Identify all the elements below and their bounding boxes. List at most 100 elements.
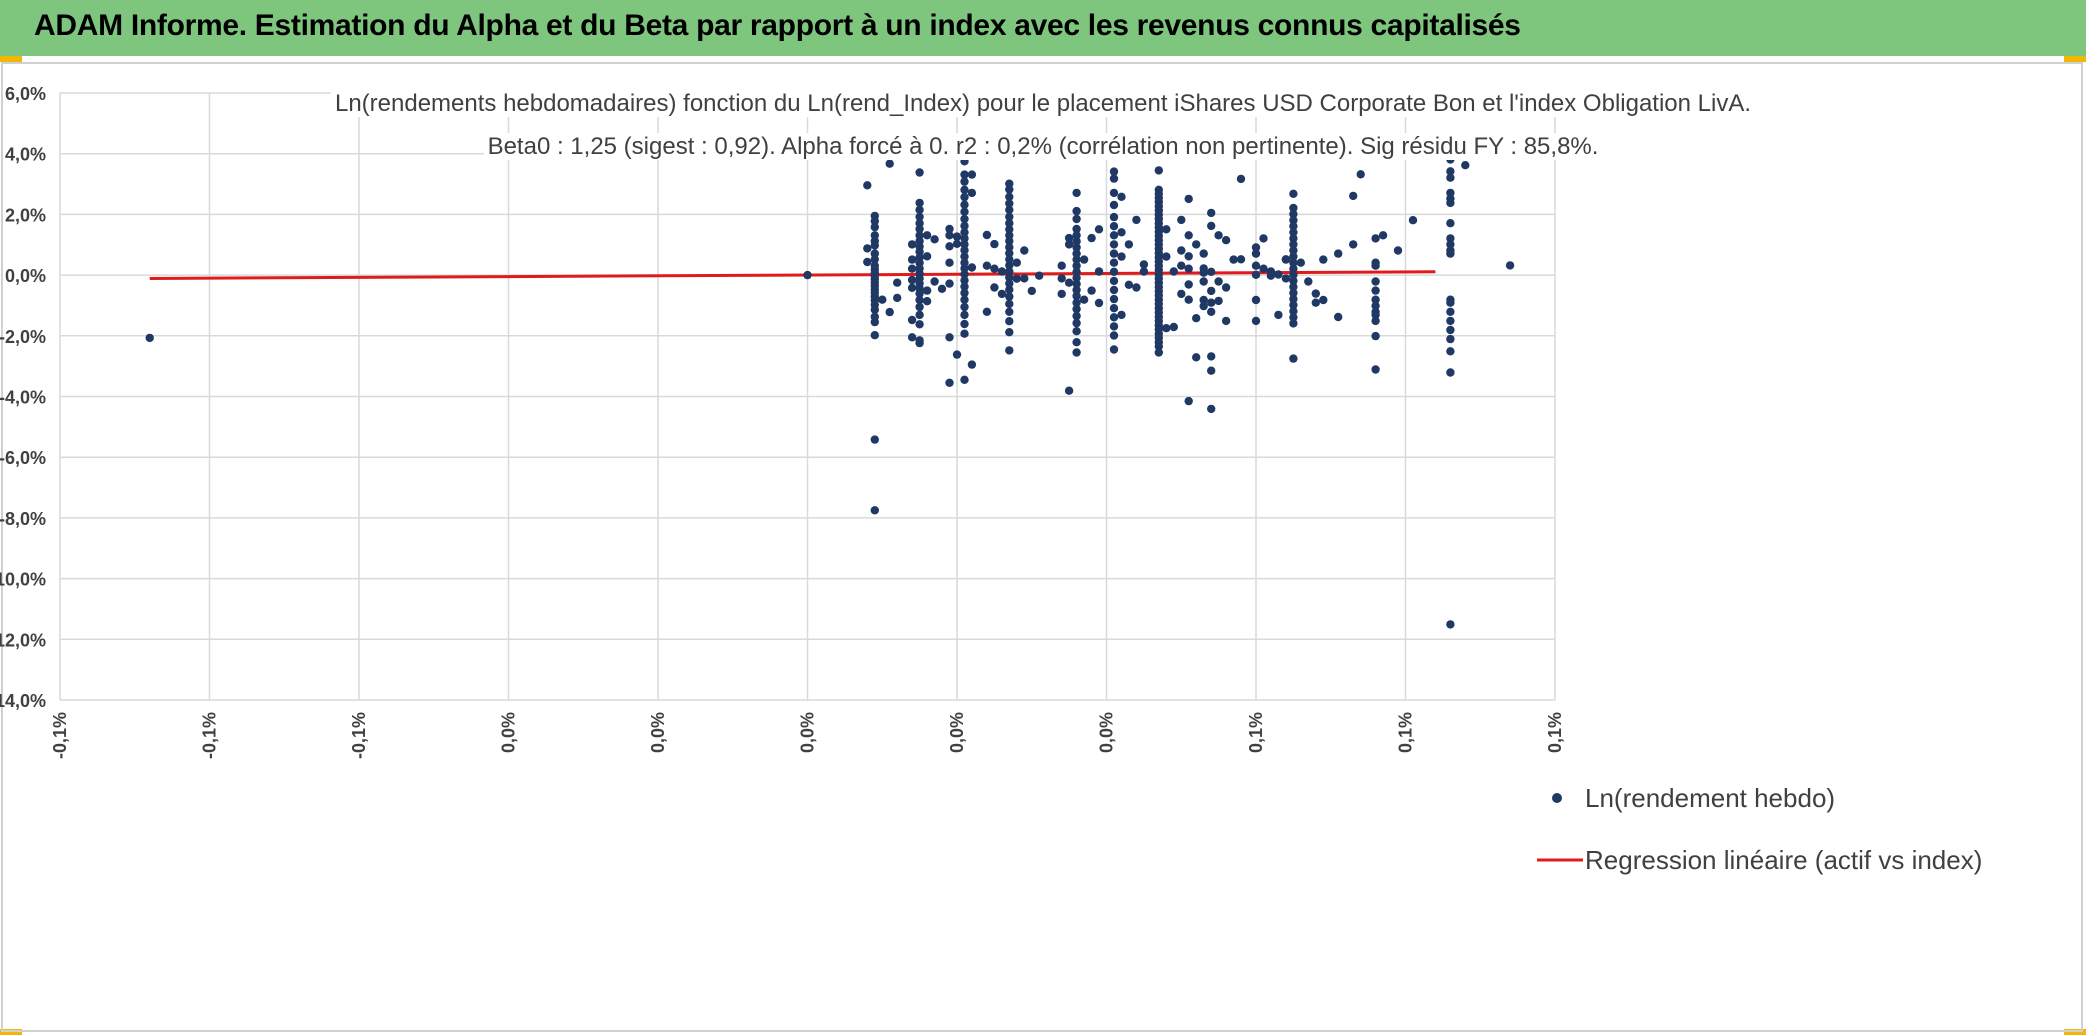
data-point <box>1064 233 1074 243</box>
data-point <box>982 261 992 270</box>
data-point <box>960 295 969 304</box>
data-point <box>1005 219 1014 228</box>
data-point <box>1446 240 1455 249</box>
data-point <box>945 242 954 251</box>
y-tick-label: -6,0% <box>0 448 46 468</box>
data-point <box>1005 273 1014 282</box>
data-point <box>1005 205 1014 214</box>
data-point <box>1289 288 1298 298</box>
data-point <box>1072 261 1081 270</box>
data-point <box>960 246 969 255</box>
data-point <box>960 310 969 320</box>
data-point <box>1371 286 1380 295</box>
data-point <box>1289 258 1298 267</box>
data-point <box>1289 252 1298 261</box>
data-point <box>1446 334 1455 344</box>
data-point <box>1072 279 1081 289</box>
data-point <box>1236 174 1246 184</box>
data-point <box>945 378 954 387</box>
data-point <box>1371 301 1380 310</box>
data-point <box>990 264 999 273</box>
data-point <box>1289 209 1298 219</box>
corner-accent <box>0 1029 22 1035</box>
data-point <box>1109 249 1119 258</box>
data-point <box>1289 294 1298 304</box>
data-point <box>1005 236 1014 246</box>
data-point <box>990 239 999 249</box>
data-point <box>1117 192 1126 201</box>
data-point <box>952 350 962 359</box>
data-point <box>915 224 924 234</box>
x-tick-label: 0,0% <box>648 712 668 753</box>
data-point <box>1005 243 1014 252</box>
y-tick-label: -4,0% <box>0 388 46 408</box>
data-point <box>1214 231 1223 240</box>
data-point <box>1072 285 1081 295</box>
data-point <box>893 293 902 303</box>
data-point <box>960 276 969 285</box>
data-point <box>1169 267 1179 276</box>
y-tick-label: -14,0% <box>0 691 46 711</box>
data-point <box>1199 295 1208 305</box>
data-point <box>1109 174 1119 183</box>
data-point <box>907 315 917 325</box>
data-point <box>1289 228 1298 237</box>
data-point <box>922 252 932 261</box>
x-tick-label: 0,1% <box>1246 712 1266 753</box>
data-point <box>1109 267 1119 276</box>
data-point <box>1072 255 1081 264</box>
data-point <box>1064 386 1074 395</box>
data-point <box>1296 258 1306 267</box>
data-point <box>1289 270 1298 279</box>
data-point <box>1289 203 1298 213</box>
data-point <box>1192 314 1201 323</box>
x-tick-label: 0,0% <box>1097 712 1117 753</box>
data-point <box>1005 225 1014 234</box>
data-point <box>1371 277 1380 286</box>
data-point <box>1446 368 1455 377</box>
data-point <box>1371 331 1380 341</box>
data-point <box>1207 298 1216 307</box>
corner-accent <box>2064 56 2086 62</box>
data-point <box>1304 277 1313 286</box>
data-point <box>1139 260 1149 269</box>
data-point <box>915 310 924 320</box>
data-point <box>1356 170 1365 179</box>
data-point <box>1005 261 1014 270</box>
data-point <box>1005 185 1014 194</box>
legend-marker-line <box>1537 858 1583 862</box>
data-point <box>960 221 969 231</box>
data-point <box>1311 289 1321 298</box>
chart-title: Ln(rendements hebdomadaires) fonction du… <box>0 90 2086 118</box>
data-point <box>870 216 879 226</box>
data-point <box>1109 222 1119 231</box>
data-point <box>960 302 969 312</box>
data-point <box>1072 237 1081 246</box>
data-point <box>1177 215 1186 225</box>
data-point <box>967 188 977 198</box>
data-point <box>960 207 969 216</box>
y-tick-label: 0,0% <box>5 266 46 286</box>
data-point <box>937 284 947 293</box>
data-point <box>1266 271 1276 280</box>
data-point <box>1207 221 1216 231</box>
data-point <box>1199 249 1208 258</box>
data-point <box>915 247 924 256</box>
data-point <box>870 317 879 327</box>
data-point <box>1132 283 1141 292</box>
data-point <box>1072 348 1081 357</box>
data-point <box>1005 267 1014 276</box>
data-point <box>1109 167 1119 176</box>
data-point <box>915 289 924 298</box>
chart-subtitle: Beta0 : 1,25 (sigest : 0,92). Alpha forc… <box>0 133 2086 161</box>
x-axis-tick-labels: -0,1% -0,1% -0,1% 0,0% 0,0% 0,0% 0,0% 0,0% 0,1% 0… <box>50 712 1565 759</box>
data-point <box>1177 261 1186 270</box>
data-point <box>1289 307 1298 316</box>
data-point <box>1446 298 1455 307</box>
data-point <box>907 283 917 292</box>
data-point <box>960 375 969 384</box>
data-point <box>997 289 1007 299</box>
data-point <box>915 338 924 348</box>
data-point <box>1229 255 1238 264</box>
data-point <box>1154 166 1164 175</box>
